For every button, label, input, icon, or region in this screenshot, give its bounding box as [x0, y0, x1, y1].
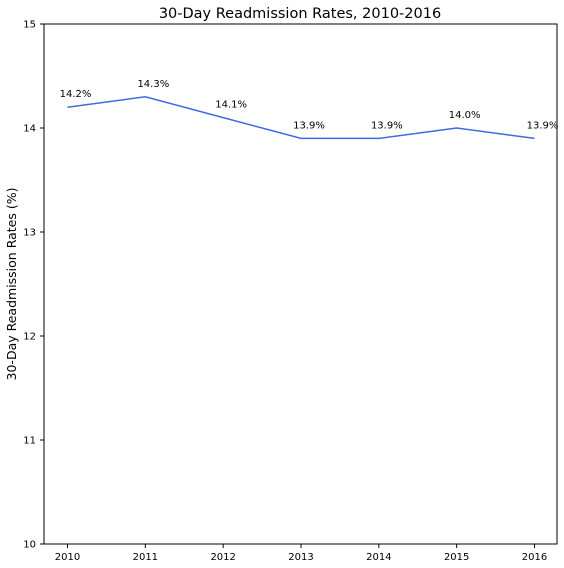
chart-title: 30-Day Readmission Rates, 2010-2016: [159, 6, 441, 22]
y-axis-label: 30-Day Readmission Rates (%): [4, 188, 19, 381]
y-tick-label: 15: [23, 20, 36, 31]
x-tick-label: 2013: [288, 552, 313, 563]
data-label: 13.9%: [527, 120, 559, 131]
axes-frame: [43, 23, 558, 545]
x-tick-label: 2012: [210, 552, 235, 563]
data-label: 14.2%: [60, 89, 92, 100]
x-tick-label: 2011: [133, 552, 158, 563]
data-label: 13.9%: [371, 120, 403, 131]
plot-area: 10 11 12 13 14 15 2010 2011 2012 2013 2014 2015 2016…: [23, 20, 558, 564]
y-tick-label: 12: [23, 332, 36, 343]
x-tick-label: 2015: [444, 552, 469, 563]
series-line: [67, 96, 535, 140]
y-tick-label: 10: [23, 540, 36, 551]
data-label: 14.1%: [215, 100, 247, 111]
x-tick-label: 2016: [522, 552, 547, 563]
data-label: 14.3%: [137, 79, 169, 90]
x-tick-label: 2014: [366, 552, 391, 563]
x-tick-label: 2010: [55, 552, 80, 563]
data-label: 14.0%: [449, 110, 481, 121]
y-tick-label: 13: [23, 228, 36, 239]
y-tick-label: 11: [23, 436, 36, 447]
data-label: 13.9%: [293, 120, 325, 131]
y-tick-label: 14: [23, 124, 36, 135]
